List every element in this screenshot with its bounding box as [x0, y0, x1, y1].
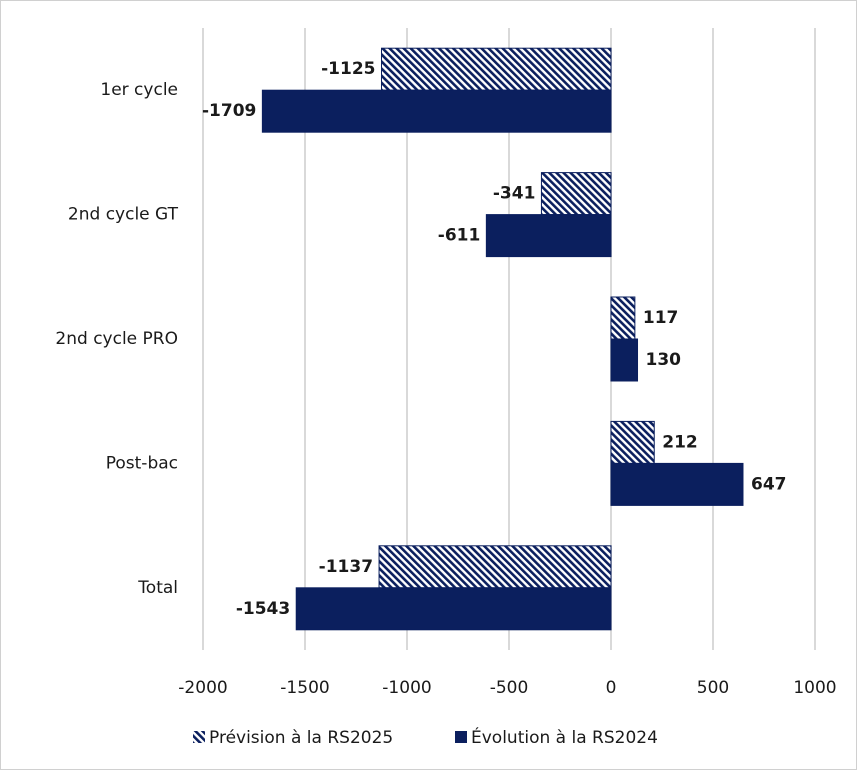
- data-label: -1125: [321, 59, 375, 79]
- bar: [381, 47, 612, 91]
- data-label: -341: [493, 184, 536, 204]
- x-tick-label: -500: [490, 678, 529, 698]
- y-tick-label: 2nd cycle GT: [68, 205, 179, 225]
- y-tick-label: Total: [137, 578, 178, 598]
- legend-swatch: [455, 731, 467, 743]
- x-tick-label: 0: [606, 678, 617, 698]
- x-tick-label: -1500: [280, 678, 329, 698]
- bar: [540, 172, 612, 216]
- legend-swatch: [193, 731, 205, 743]
- x-tick-label: 500: [697, 678, 729, 698]
- data-label: -611: [438, 226, 481, 246]
- bar: [261, 89, 612, 133]
- data-label: -1543: [236, 599, 290, 619]
- bar: [485, 214, 612, 258]
- x-tick-label: -1000: [382, 678, 431, 698]
- data-label: -1709: [202, 101, 256, 121]
- y-tick-label: Post-bac: [106, 453, 178, 473]
- legend-label: Prévision à la RS2025: [209, 728, 393, 748]
- x-tick-label: 1000: [793, 678, 836, 698]
- y-tick-label: 2nd cycle PRO: [55, 329, 178, 349]
- data-label: 647: [751, 474, 787, 494]
- x-tick-label: -2000: [178, 678, 227, 698]
- data-label: 212: [662, 432, 698, 452]
- bar: [295, 587, 612, 631]
- bar: [610, 338, 639, 382]
- data-label: -1137: [319, 557, 373, 577]
- y-tick-label: 1er cycle: [100, 80, 178, 100]
- bar: [610, 420, 655, 464]
- bar: [610, 296, 636, 340]
- bar: [610, 462, 744, 506]
- data-label: 130: [646, 350, 682, 370]
- legend-label: Évolution à la RS2024: [471, 726, 658, 748]
- data-label: 117: [643, 308, 679, 328]
- bar: [378, 545, 612, 589]
